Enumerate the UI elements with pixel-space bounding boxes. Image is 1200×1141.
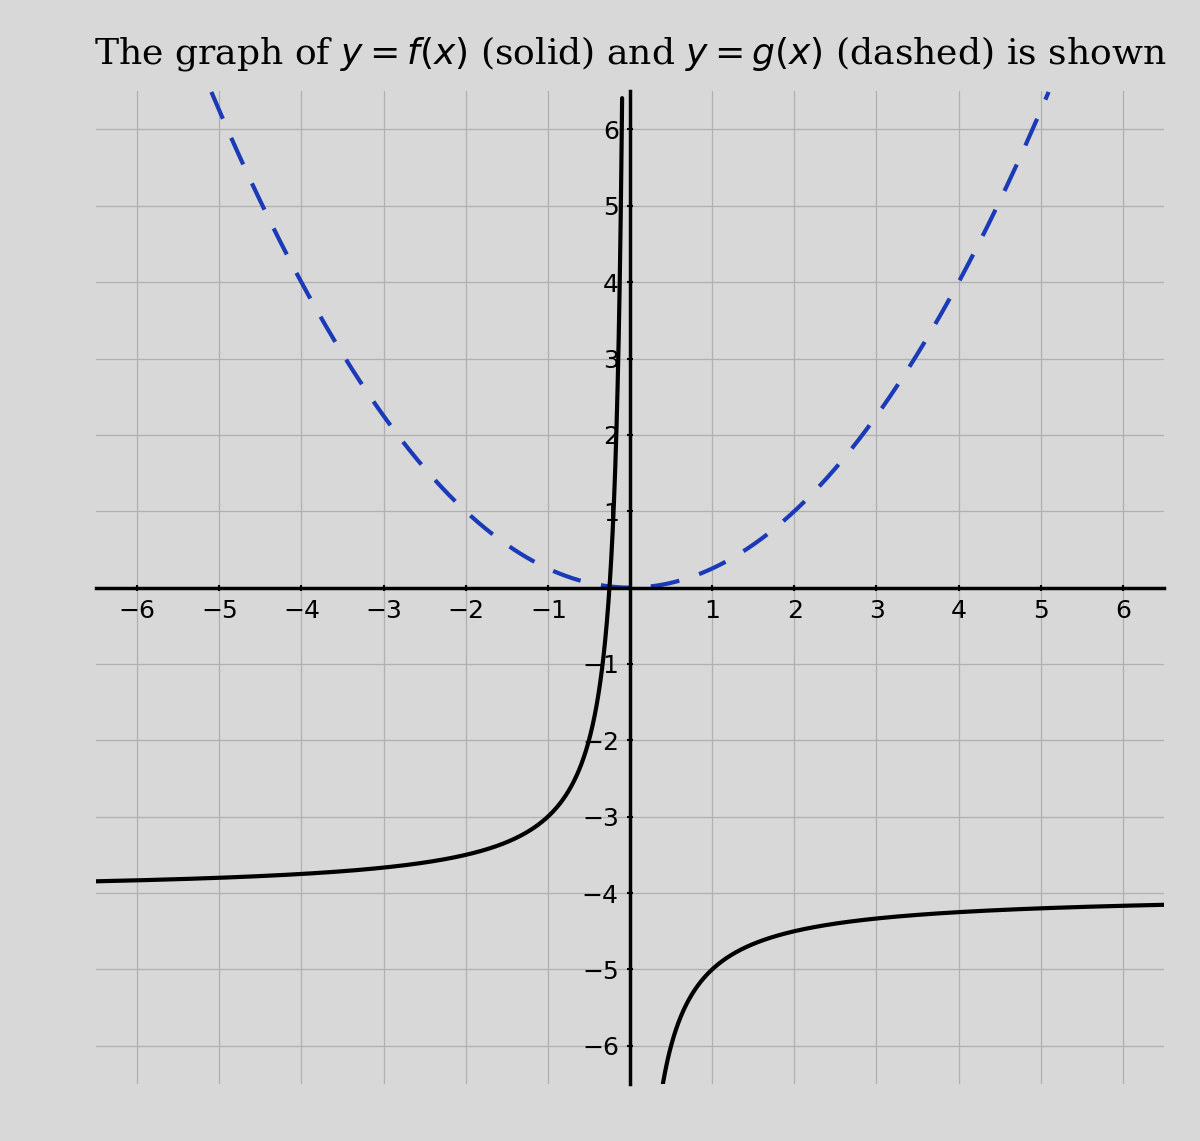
Title: The graph of $y = f(x)$ (solid) and $y = g(x)$ (dashed) is shown: The graph of $y = f(x)$ (solid) and $y =… [94,34,1166,73]
